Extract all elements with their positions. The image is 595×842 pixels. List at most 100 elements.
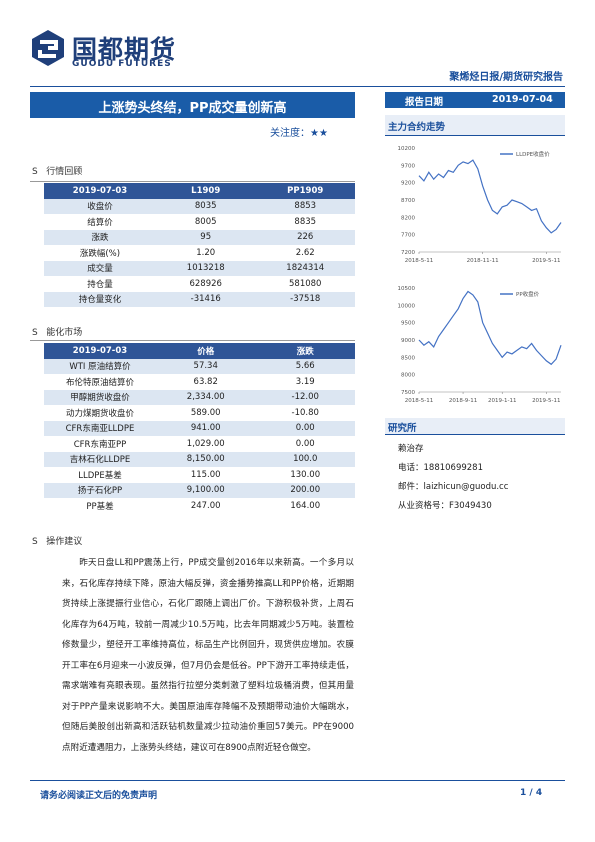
- x-tick-label: 2019-5-11: [532, 258, 560, 264]
- contact-email: 邮件：laizhicun@guodu.cc: [398, 482, 509, 492]
- table-cell: 247.00: [155, 498, 256, 514]
- y-tick-label: 9700: [401, 163, 415, 169]
- table-cell: 941.00: [155, 420, 256, 436]
- x-tick-label: 2018-11-11: [467, 258, 499, 264]
- table-cell: 5.66: [255, 358, 355, 374]
- section-title: 行情回顾: [46, 167, 83, 177]
- y-tick-label: 9200: [401, 181, 415, 187]
- x-tick-label: 2018-5-11: [405, 398, 433, 404]
- page-number: 1 / 4: [520, 788, 543, 798]
- contact: 赖治存 电话：18810699281 邮件：laizhicun@guodu.cc…: [398, 440, 508, 516]
- section: S 行情回顾: [32, 167, 83, 177]
- rule: [30, 181, 355, 182]
- y-tick-label: 10500: [398, 286, 416, 292]
- table-cell: 100.0: [255, 451, 355, 467]
- table-cell: PP1909: [255, 183, 355, 199]
- x-tick-label: 2018-5-11: [405, 258, 433, 264]
- y-tick-label: 10200: [398, 146, 416, 152]
- table-row: 持仓量 628926 581080: [44, 276, 355, 292]
- table-cell: 200.00: [255, 482, 355, 498]
- y-tick-label: 7200: [401, 250, 415, 256]
- y-tick-label: 8200: [401, 215, 415, 221]
- trend-head: [385, 115, 565, 136]
- table-cell: 1824314: [255, 260, 355, 276]
- table-cell: 3.19: [255, 374, 355, 390]
- attention-label: 关注度：: [270, 128, 310, 139]
- table-cell: 95: [155, 229, 256, 245]
- table-cell: CFR东南亚LLDPE: [44, 420, 156, 436]
- table-cell: 1013218: [155, 260, 256, 276]
- table-cell: 2.62: [255, 245, 355, 261]
- table-cell: PP基差: [44, 498, 156, 514]
- disclaimer: 请务必阅读正文后的免责声明: [40, 791, 158, 801]
- table-row: 动力煤期货收盘价 589.00 -10.80: [44, 405, 355, 421]
- table-row: 涨跌幅(%) 1.20 2.62: [44, 245, 355, 261]
- table-cell: 结算价: [44, 214, 156, 230]
- table-cell: 63.82: [155, 374, 256, 390]
- table-row: LLDPE基差 115.00 130.00: [44, 467, 355, 483]
- table-cell: -31416: [155, 291, 256, 307]
- table: 2019-07-03 价格 涨跌 WTI 原油结算价 57.34 5.66 布伦特原油结算价…: [44, 343, 355, 514]
- advice-text: 昨天日盘LL和PP震荡上行，PP成交量创2016年以来新高。一个多月以来，石化库…: [62, 558, 354, 753]
- table-cell: 动力煤期货收盘价: [44, 405, 156, 421]
- table-cell: 持仓量: [44, 276, 156, 292]
- table-cell: 成交量: [44, 260, 156, 276]
- table-cell: 8853: [255, 198, 355, 214]
- chart: 7200 7700 8200 8700 9200 9700 10200 2018-5-11 20…: [398, 146, 562, 264]
- main-trend-title: 主力合约走势: [388, 122, 446, 133]
- y-tick-label: 9500: [401, 321, 415, 327]
- section-title: 操作建议: [46, 537, 83, 547]
- report-type: 聚烯烃日报/期货研究报告: [449, 72, 563, 83]
- table-row: 2019-07-03 价格 涨跌: [44, 343, 355, 359]
- x-tick-label: 2019-1-11: [488, 398, 516, 404]
- line-series: [418, 290, 562, 366]
- y-tick-label: 8500: [401, 355, 415, 361]
- table-cell: 收盘价: [44, 198, 156, 214]
- table-cell: 涨跌幅(%): [44, 245, 156, 261]
- table-cell: 涨跌: [44, 229, 156, 245]
- table-cell: 扬子石化PP: [44, 482, 156, 498]
- legend-label: PP收盘价: [516, 290, 540, 298]
- table-cell: 布伦特原油结算价: [44, 374, 156, 390]
- y-tick-label: 8700: [401, 198, 415, 204]
- table-cell: 8035: [155, 198, 256, 214]
- table-cell: 甲醇期货收盘价: [44, 389, 156, 405]
- table-row: 2019-07-03 L1909 PP1909: [44, 183, 355, 199]
- section-title: 能化市场: [46, 328, 83, 338]
- y-tick-label: 10000: [398, 303, 416, 309]
- table-cell: 581080: [255, 276, 355, 292]
- title: 上涨势头终结，PP成交量创新高: [98, 101, 287, 116]
- table-cell: 吉林石化LLDPE: [44, 451, 156, 467]
- table-cell: -12.00: [255, 389, 355, 405]
- x-tick-label: 2019-5-11: [532, 398, 560, 404]
- table-cell: -10.80: [255, 405, 355, 421]
- table-cell: 2,334.00: [155, 389, 256, 405]
- title-bar: [30, 92, 355, 118]
- table-cell: -37518: [255, 291, 355, 307]
- rule: [30, 86, 565, 87]
- date-bar: [385, 92, 565, 108]
- table-row: 甲醇期货收盘价 2,334.00 -12.00: [44, 389, 355, 405]
- table-cell: 1,029.00: [155, 436, 256, 452]
- table-cell: 0.00: [255, 420, 355, 436]
- logo-icon: [32, 30, 64, 66]
- table: 2019-07-03 L1909 PP1909 收盘价 8035 8853 结算价 8005 8…: [44, 183, 355, 307]
- table-cell: 8,150.00: [155, 451, 256, 467]
- report-date: 2019-07-04: [492, 94, 553, 105]
- institute-title: 研究所: [388, 423, 417, 434]
- logo-cn: 国都期货: [72, 35, 177, 64]
- table-cell: 1.20: [155, 245, 256, 261]
- table-cell: WTI 原油结算价: [44, 358, 156, 374]
- table-wrap: 2019-07-03 L1909 PP1909 收盘价 8035 8853 结算价 8005 8…: [44, 183, 355, 307]
- table-cell: 价格: [155, 343, 256, 359]
- table-cell: LLDPE基差: [44, 467, 156, 483]
- table-cell: 226: [255, 229, 355, 245]
- table-cell: 8005: [155, 214, 256, 230]
- table-cell: 0.00: [255, 436, 355, 452]
- table-row: CFR东南亚PP 1,029.00 0.00: [44, 436, 355, 452]
- table-row: 布伦特原油结算价 63.82 3.19: [44, 374, 355, 390]
- table-cell: 628926: [155, 276, 256, 292]
- logo-en: GUODU FUTURES: [72, 59, 172, 69]
- line-series: [418, 159, 562, 234]
